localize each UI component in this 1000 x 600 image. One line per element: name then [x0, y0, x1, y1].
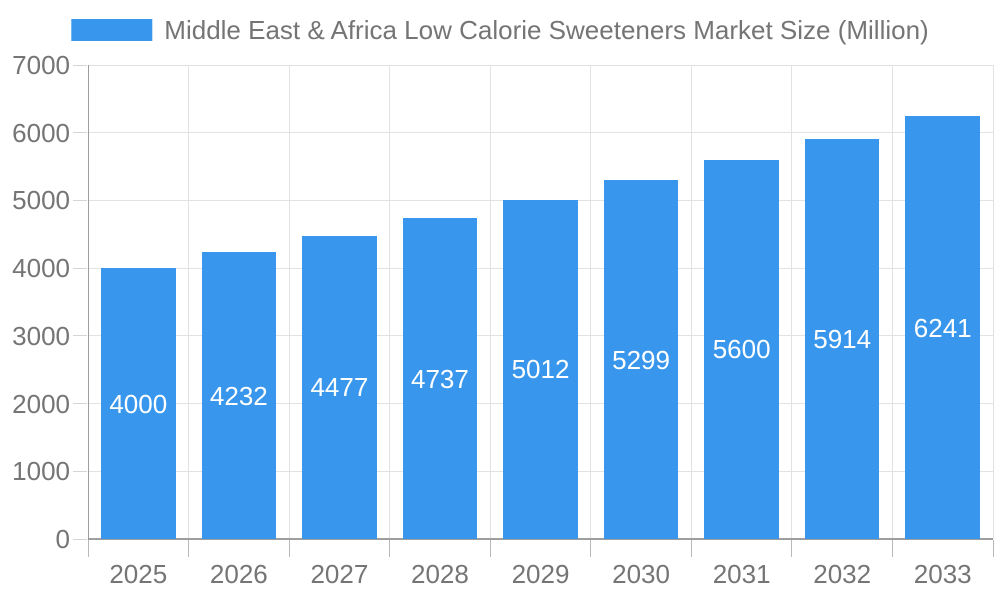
bar-value-label: 4737 — [411, 363, 469, 394]
bar-value-label: 5600 — [712, 334, 771, 365]
chart-legend[interactable]: Middle East & Africa Low Calorie Sweeten… — [71, 15, 929, 45]
y-axis-label: 1000 — [12, 456, 70, 487]
gridline-vertical — [891, 65, 893, 539]
x-axis-label: 2029 — [511, 559, 570, 589]
y-axis-label: 0 — [55, 524, 70, 554]
y-axis-label: 5000 — [12, 185, 70, 216]
x-axis-tick — [389, 540, 391, 557]
gridline-vertical — [489, 65, 491, 539]
x-axis-label: 2033 — [913, 559, 972, 589]
y-axis-tick — [73, 64, 87, 66]
x-axis-label: 2032 — [813, 559, 872, 589]
x-axis-tick — [992, 540, 994, 557]
x-axis-tick — [690, 540, 692, 557]
gridline-vertical — [791, 65, 793, 539]
gridline-vertical — [992, 65, 994, 539]
legend-label: Middle East & Africa Low Calorie Sweeten… — [164, 15, 929, 45]
x-axis-label: 2028 — [411, 559, 469, 589]
bar[interactable]: 4000 — [101, 268, 176, 539]
bar[interactable]: 5299 — [603, 180, 679, 539]
plot-area: 4000 4232 4477 4737 5012 5299 5600 5914 6241 — [73, 64, 994, 557]
y-axis-tick — [73, 538, 87, 540]
x-axis-tick — [87, 540, 89, 557]
bar-value-label: 6241 — [913, 312, 972, 343]
bar-value-label: 4232 — [209, 380, 268, 411]
bar-value-label: 5914 — [813, 323, 872, 354]
y-axis-tick — [73, 335, 87, 337]
x-axis-tick — [590, 540, 592, 557]
gridline-horizontal — [88, 64, 993, 66]
x-axis-tick — [489, 540, 491, 557]
y-axis-label: 4000 — [12, 253, 70, 284]
bar-value-label: 4000 — [109, 388, 168, 419]
gridline-vertical — [590, 65, 592, 539]
x-axis-label: 2030 — [612, 559, 670, 589]
y-axis-label: 2000 — [12, 388, 70, 419]
x-axis-tick — [791, 540, 793, 557]
bar[interactable]: 4737 — [402, 218, 478, 539]
gridline-vertical — [389, 65, 391, 539]
y-axis-tick — [73, 132, 87, 134]
gridline-horizontal — [88, 132, 993, 134]
bar-value-label: 5299 — [612, 344, 670, 375]
legend-swatch — [71, 19, 153, 41]
y-axis-tick — [73, 199, 87, 201]
y-axis-line — [87, 65, 89, 539]
x-axis-tick — [288, 540, 290, 557]
bar-value-label: 5012 — [511, 354, 570, 385]
bar[interactable]: 5600 — [704, 159, 779, 539]
y-axis-tick — [73, 470, 87, 472]
gridline-vertical — [288, 65, 290, 539]
y-axis-tick — [73, 403, 87, 405]
bar[interactable]: 4232 — [201, 252, 277, 539]
x-axis-label: 2027 — [310, 559, 369, 589]
bar[interactable]: 6241 — [905, 116, 980, 539]
y-axis-label: 7000 — [12, 50, 70, 80]
y-axis-label: 3000 — [12, 320, 70, 351]
bar[interactable]: 5012 — [503, 199, 578, 539]
x-axis-label: 2026 — [209, 559, 268, 589]
y-axis-label: 6000 — [12, 117, 70, 148]
y-axis-tick — [73, 267, 87, 269]
x-axis-label: 2031 — [712, 559, 771, 589]
x-axis-tick — [891, 540, 893, 557]
x-axis-label: 2025 — [109, 559, 168, 589]
bar[interactable]: 5914 — [804, 138, 880, 539]
bar-value-label: 4477 — [310, 372, 369, 403]
gridline-vertical — [188, 65, 190, 539]
bar[interactable]: 4477 — [302, 235, 377, 539]
gridline-vertical — [690, 65, 692, 539]
x-axis-tick — [188, 540, 190, 557]
